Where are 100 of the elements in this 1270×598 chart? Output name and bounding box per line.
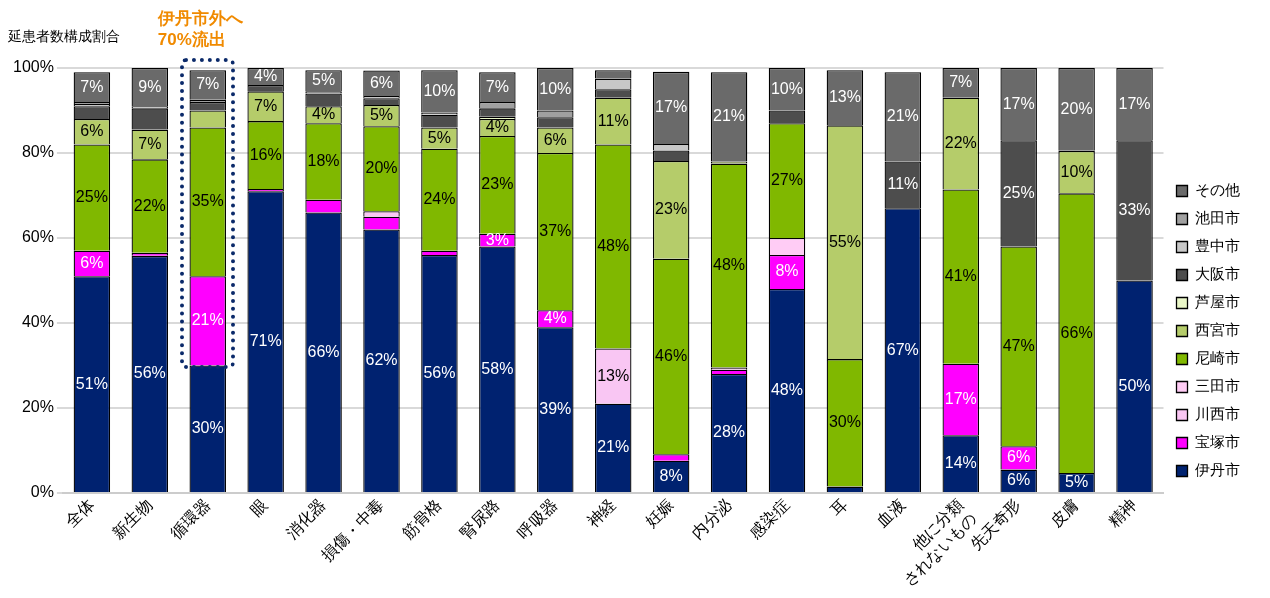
data-label: 21%: [886, 107, 919, 125]
data-label: 7%: [196, 75, 220, 93]
data-label: 27%: [770, 171, 803, 189]
data-label: 7%: [80, 77, 104, 95]
data-label: 66%: [1060, 323, 1093, 341]
data-label: 6%: [543, 130, 567, 148]
data-label: 22%: [944, 134, 977, 152]
data-label: 10%: [770, 79, 803, 97]
data-label: 17%: [1002, 94, 1035, 112]
legend-label: 川西市: [1195, 405, 1240, 423]
data-label: 22%: [133, 196, 166, 214]
data-label: 48%: [713, 256, 746, 274]
data-label: 33%: [1118, 200, 1151, 218]
data-label: 23%: [481, 175, 514, 193]
x-tick-label: 感染症: [746, 495, 793, 542]
data-label: 13%: [597, 366, 630, 384]
data-label: 21%: [597, 438, 630, 456]
data-label: 7%: [485, 77, 509, 95]
data-label: 20%: [1060, 99, 1093, 117]
data-label: 10%: [423, 81, 456, 99]
data-label: 7%: [254, 96, 278, 114]
y-tick-label: 40%: [21, 313, 54, 331]
data-label: 5%: [312, 71, 336, 89]
legend-label: 池田市: [1195, 209, 1240, 227]
data-label: 17%: [1118, 94, 1151, 112]
data-label: 6%: [1007, 471, 1031, 489]
data-label: 58%: [481, 359, 514, 377]
data-label: 25%: [75, 188, 108, 206]
data-label: 6%: [80, 253, 104, 271]
x-tick-label: 皮膚: [1047, 495, 1082, 531]
data-label: 10%: [539, 79, 572, 97]
data-label: 11%: [597, 111, 629, 129]
data-label: 55%: [828, 232, 861, 250]
data-label: 66%: [307, 342, 340, 360]
data-label: 56%: [133, 364, 166, 382]
data-label: 71%: [249, 332, 282, 350]
x-tick-label: 妊娠: [641, 495, 677, 531]
data-label: 7%: [138, 134, 162, 152]
data-label: 67%: [886, 340, 919, 358]
text: 伊丹市外へ 70%流出: [157, 8, 243, 51]
data-label: 23%: [655, 200, 688, 218]
data-label: 20%: [365, 159, 398, 177]
legend-label: 豊中市: [1195, 237, 1240, 255]
data-label: 48%: [770, 380, 803, 398]
x-tick-label: 血液: [873, 495, 909, 531]
x-tick-label: 耳: [826, 495, 851, 520]
data-label: 24%: [423, 190, 456, 208]
data-label: 25%: [1002, 183, 1035, 201]
x-tick-label: 精神: [1105, 495, 1140, 531]
data-label: 28%: [713, 423, 746, 441]
y-tick-label: 80%: [21, 143, 54, 161]
y-axis-title: 延患者数構成割合: [8, 28, 120, 46]
data-label: 4%: [254, 66, 278, 84]
data-label: 3%: [485, 230, 509, 248]
data-label: 5%: [427, 128, 451, 146]
legend-label: 西宮市: [1195, 321, 1240, 339]
legend-label: 三田市: [1195, 377, 1240, 395]
x-tick-label: 内分泌: [688, 495, 735, 542]
data-label: 14%: [944, 453, 977, 471]
data-label: 8%: [775, 262, 799, 280]
y-tick-label: 60%: [21, 228, 54, 246]
data-label: 56%: [423, 363, 456, 381]
legend-label: 大阪市: [1195, 265, 1240, 283]
data-label: 62%: [365, 351, 398, 369]
x-tick-label: 神経: [583, 495, 619, 531]
data-label: 37%: [539, 222, 572, 240]
data-label: 4%: [312, 105, 336, 123]
data-label: 41%: [944, 267, 977, 285]
data-label: 16%: [249, 145, 282, 163]
data-label: 9%: [138, 77, 162, 95]
data-label: 18%: [307, 151, 340, 169]
data-label: 47%: [1002, 336, 1035, 354]
x-tick-label: 筋骨格: [398, 495, 445, 542]
data-label: 5%: [369, 106, 394, 123]
data-label: 6%: [1007, 448, 1031, 466]
data-label: 8%: [659, 466, 683, 484]
data-label: 21%: [713, 107, 746, 125]
data-label: 46%: [655, 346, 688, 364]
data-label: 5%: [1065, 472, 1089, 490]
data-label: 17%: [944, 389, 977, 407]
data-label: 6%: [80, 122, 104, 140]
data-label: 17%: [655, 98, 688, 116]
legend-label: その他: [1195, 181, 1240, 199]
data-label: 35%: [191, 192, 224, 210]
legend-label: 伊丹市: [1195, 461, 1240, 479]
x-tick-label: 消化器: [282, 495, 329, 542]
data-label: 51%: [75, 374, 108, 392]
data-label: 21%: [191, 311, 224, 329]
data-label: 6%: [369, 73, 394, 91]
x-tick-label: 全体: [62, 495, 98, 531]
data-label: 30%: [191, 419, 224, 437]
y-tick-label: 20%: [21, 398, 54, 416]
data-label: 7%: [949, 73, 973, 91]
x-tick-label: 循環器: [167, 495, 213, 542]
data-label: 39%: [539, 400, 572, 417]
legend-label: 芦屋市: [1195, 293, 1240, 311]
x-tick-label: 呼吸器: [514, 495, 561, 542]
data-label: 4%: [485, 117, 509, 135]
x-tick-label: 眼: [247, 495, 271, 520]
data-label: 11%: [887, 175, 919, 193]
